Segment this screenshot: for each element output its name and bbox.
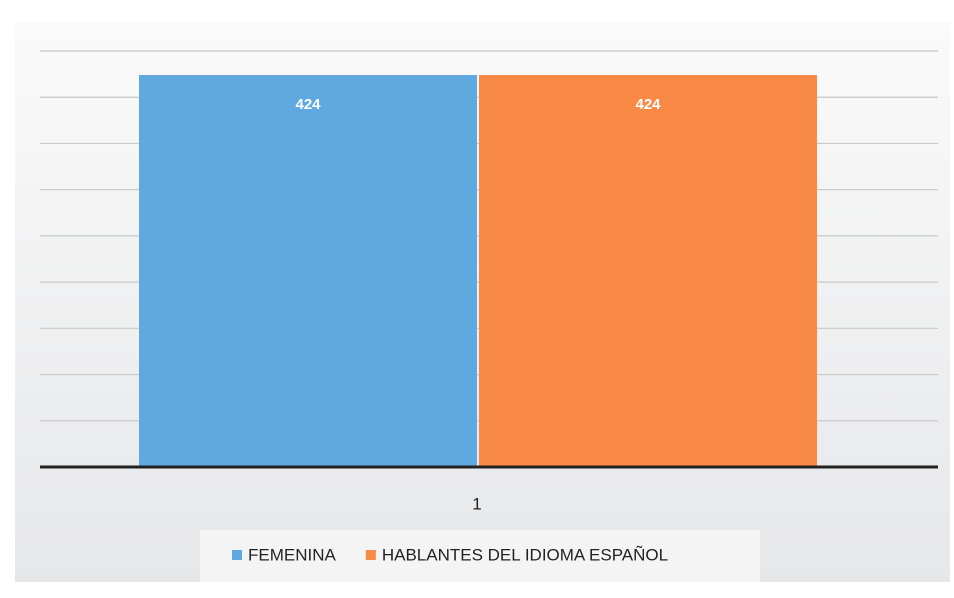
bar	[479, 75, 817, 467]
legend-swatch	[232, 550, 242, 560]
data-label: 424	[295, 96, 321, 113]
bar	[139, 75, 477, 467]
legend-swatch	[365, 550, 376, 560]
x-tick-label: 1	[472, 494, 481, 513]
legend-box	[200, 530, 760, 582]
legend-label: FEMENINA	[248, 545, 337, 564]
data-label: 424	[635, 96, 661, 113]
legend-label: HABLANTES DEL IDIOMA ESPAÑOL	[382, 545, 668, 564]
